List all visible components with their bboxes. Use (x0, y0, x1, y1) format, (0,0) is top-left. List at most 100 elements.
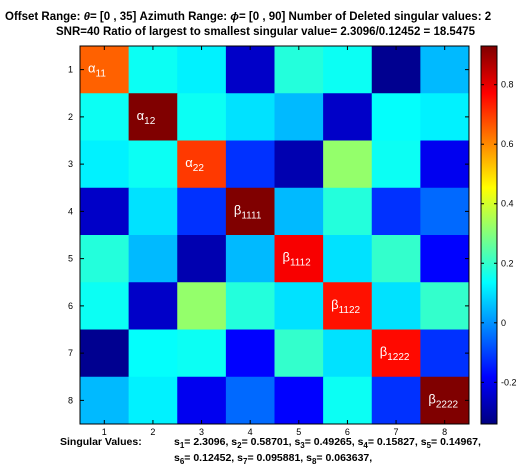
heatmap-cell (128, 376, 178, 425)
heatmap-cell (274, 140, 324, 189)
heatmap-cell (274, 187, 324, 236)
singular-values-label: Singular Values: (60, 436, 142, 448)
y-tick-label: 8 (68, 395, 73, 405)
heatmap-cell (128, 140, 178, 189)
annotation-symbol: α (88, 61, 96, 76)
heatmap-cell (225, 93, 275, 141)
heatmap-cell (323, 235, 373, 283)
heatmap-cell (225, 140, 275, 189)
x-tick-label: 7 (394, 427, 399, 437)
sv-symbol: s (174, 452, 180, 464)
cell-annotation: β1122 (331, 297, 360, 316)
title-greek-symbol: ϕ (230, 11, 239, 23)
sv-value: = 0.12452, (184, 452, 237, 464)
colorbar-tick-label: 0.2 (501, 258, 514, 268)
heatmap-cell (80, 140, 130, 189)
cell-annotation: α11 (88, 61, 106, 80)
heatmap-cell (274, 376, 324, 425)
plot-frame (79, 45, 470, 425)
heatmap-cell (177, 235, 227, 283)
sv-value: = 2.3096, (184, 436, 231, 448)
cell-annotation: β1222 (380, 344, 410, 363)
annotation-symbol: α (137, 108, 145, 123)
heatmap-cell (323, 376, 373, 425)
colorbar-tick-label: -0.2 (501, 377, 517, 387)
heatmap-cell (225, 46, 275, 94)
annotation-symbol: β (380, 344, 387, 359)
title-greek-symbol: θ (84, 11, 91, 23)
sv-index: 7 (243, 457, 248, 466)
heatmap-cell (371, 187, 421, 236)
sv-symbol: s (237, 452, 243, 464)
title-text: = [0 , 35] Azimuth Range: (90, 11, 230, 23)
annotation-subscript: 1222 (387, 352, 410, 363)
x-tick-label: 4 (248, 427, 253, 437)
cell-annotation: β1112 (283, 250, 312, 269)
sv-symbol: s (294, 436, 300, 448)
heatmap-cell (128, 282, 178, 330)
sv-symbol: s (421, 436, 427, 448)
heatmap-cell (420, 93, 470, 141)
annotation-subscript: 22 (193, 163, 205, 174)
heatmap-cell (128, 235, 178, 283)
colorbar: 0.8 0.6 0.4 0.2 0 -0.2 (480, 45, 517, 425)
annotation-subscript: 12 (144, 116, 156, 127)
sv-index: 5 (427, 441, 432, 450)
heatmap-cell (177, 329, 227, 378)
colorbar-scale (480, 45, 498, 425)
heatmap-cell (323, 329, 373, 378)
annotation-subscript: 1112 (290, 258, 311, 269)
heatmap-cell (177, 140, 227, 189)
sv-value: = 0.095881, (247, 452, 306, 464)
heatmap-cell (80, 46, 130, 94)
cell-annotation: β2222 (428, 391, 458, 410)
annotation-symbol: β (331, 297, 338, 312)
annotation-subscript: 1111 (241, 210, 261, 221)
heatmap-cell (80, 376, 130, 425)
sv-index: 2 (237, 441, 242, 450)
heatmap-cell (323, 282, 373, 330)
heatmap-cell (371, 140, 421, 189)
sv-value: = 0.063637, (316, 452, 372, 464)
annotation-symbol: β (283, 250, 290, 265)
heatmap-cell (323, 93, 373, 141)
heatmap-cell (225, 235, 275, 283)
heatmap-cell (323, 187, 373, 236)
heatmap-cell (371, 282, 421, 330)
annotation-subscript: 11 (96, 69, 107, 80)
sv-value: = 0.49265, (305, 436, 358, 448)
heatmap-cell (80, 187, 130, 236)
heatmap-cell (128, 187, 178, 236)
heatmap-cell (371, 93, 421, 141)
sv-index: 1 (180, 441, 185, 450)
sv-index: 4 (363, 441, 368, 450)
title-text: = [0 , 90] Number of Deleted singular va… (239, 11, 491, 23)
annotation-subscript: 2222 (436, 399, 459, 410)
heatmap-cell (177, 46, 227, 94)
singular-values: Singular Values: s1= 2.3096, s2= 0.58701,… (60, 436, 481, 466)
heatmap-cell (225, 329, 275, 378)
heatmap-cell (225, 187, 275, 236)
x-tick-label: 5 (296, 427, 301, 437)
heatmap-cell (177, 187, 227, 236)
title-line-1: Offset Range: θ= [0 , 35] Azimuth Range:… (5, 11, 491, 23)
heatmap-cell (274, 329, 324, 378)
colorbar-tick-label: 0.4 (501, 199, 514, 209)
heatmap-cell (80, 93, 130, 141)
title-text: Offset Range: (5, 11, 84, 23)
sv-symbol: s (306, 452, 312, 464)
sv-value: = 0.15827, (368, 436, 421, 448)
singular-values-line2: s6= 0.12452, s7= 0.095881, s8= 0.063637, (174, 452, 372, 466)
heatmap-cell (420, 46, 470, 94)
heatmap-cell (371, 376, 421, 425)
y-tick-label: 4 (68, 206, 73, 216)
heatmap-cell (225, 376, 275, 425)
y-tick-label: 6 (68, 301, 73, 311)
heatmap-cell (323, 46, 373, 94)
heatmap-cell (274, 282, 324, 330)
colorbar-tick-label: 0.6 (501, 139, 514, 149)
heatmap-cell (177, 282, 227, 330)
heatmap-cell (128, 93, 178, 141)
heatmap-cell (420, 282, 470, 330)
